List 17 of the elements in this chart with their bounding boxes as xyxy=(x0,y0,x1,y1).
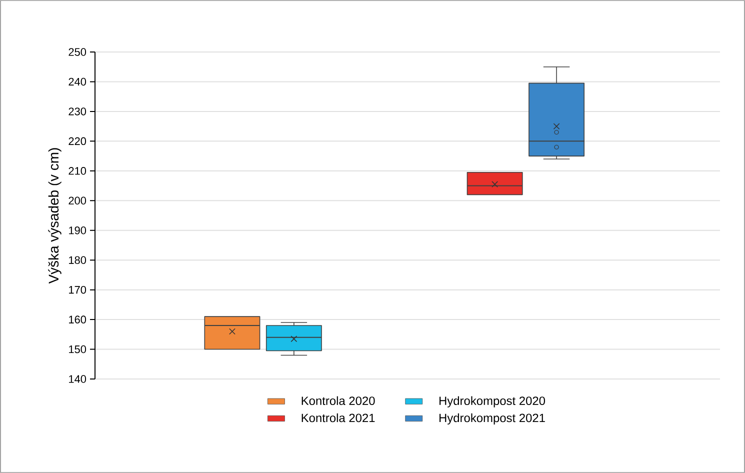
y-tick-label: 200 xyxy=(68,196,86,205)
y-tick-label: 150 xyxy=(69,345,86,354)
y-axis-title: Výška výsadeb (v cm) xyxy=(48,148,62,284)
y-tick-label: 140 xyxy=(69,375,86,383)
y-tick-label: 210 xyxy=(68,167,86,175)
y-tick-label: 170 xyxy=(69,286,86,294)
y-tick-label: 230 xyxy=(68,108,86,116)
legend-label: Kontrola 2020 xyxy=(302,396,375,406)
legend-label: Hydrokompost 2021 xyxy=(440,413,545,425)
y-tick-label: 240 xyxy=(68,78,86,86)
y-tick-label: 250 xyxy=(68,48,86,56)
y-tick-label: 220 xyxy=(68,137,86,146)
y-tick-label: 180 xyxy=(69,256,86,264)
legend-label: Kontrola 2021 xyxy=(302,413,375,422)
y-tick-label: 190 xyxy=(69,226,86,234)
y-tick-label: 160 xyxy=(69,316,86,324)
legend-label: Hydrokompost 2020 xyxy=(440,396,546,408)
